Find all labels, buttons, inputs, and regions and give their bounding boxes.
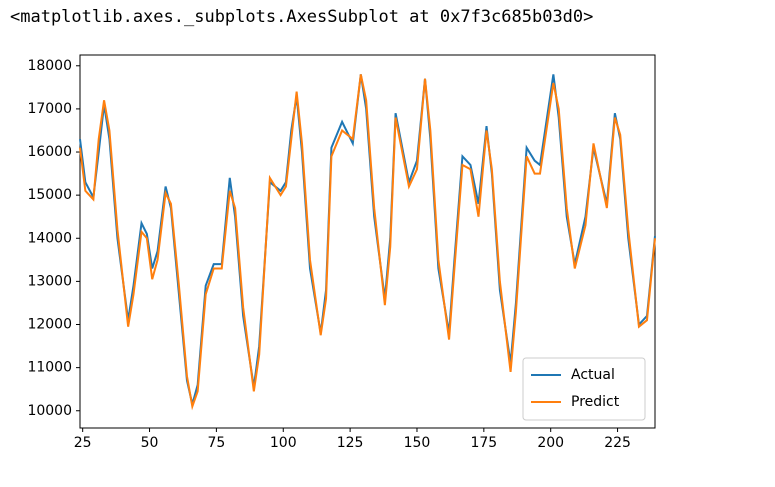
x-tick-label: 150 [404, 435, 431, 451]
y-tick-label: 17000 [27, 101, 72, 117]
y-tick-label: 18000 [27, 58, 72, 74]
y-tick-label: 13000 [27, 273, 72, 289]
output-text: <matplotlib.axes._subplots.AxesSubplot a… [10, 7, 593, 27]
legend-label: Actual [571, 367, 615, 383]
x-tick-label: 225 [604, 435, 631, 451]
y-tick-label: 11000 [27, 360, 72, 376]
x-tick-label: 125 [337, 435, 364, 451]
x-tick-label: 25 [74, 435, 92, 451]
legend-box [522, 357, 646, 421]
x-tick-label: 50 [141, 435, 159, 451]
x-tick-label: 100 [270, 435, 297, 451]
y-tick-label: 15000 [27, 187, 72, 203]
x-tick-label: 75 [207, 435, 225, 451]
x-tick-label: 175 [470, 435, 497, 451]
legend-label: Predict [571, 394, 620, 410]
y-tick-label: 16000 [27, 144, 72, 160]
y-tick-label: 14000 [27, 230, 72, 246]
x-tick-label: 200 [537, 435, 564, 451]
y-tick-label: 10000 [27, 403, 72, 419]
y-tick-label: 12000 [27, 317, 72, 333]
series-line [79, 74, 656, 411]
